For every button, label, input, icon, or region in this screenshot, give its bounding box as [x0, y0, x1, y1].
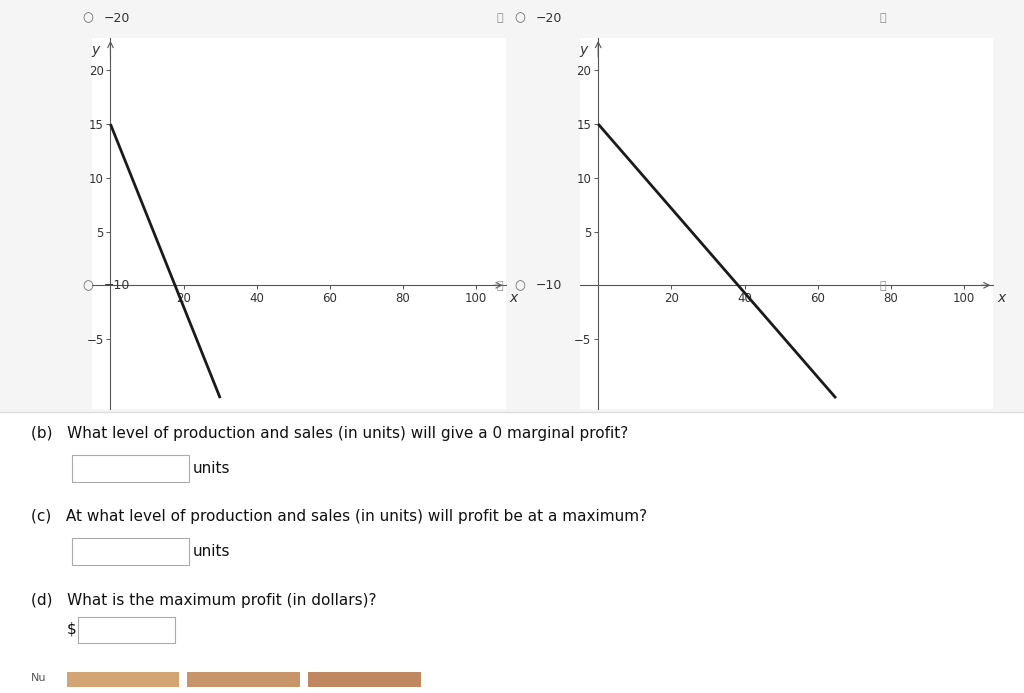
Text: −10: −10 — [103, 279, 130, 292]
Text: (b)   What level of production and sales (in units) will give a 0 marginal profi: (b) What level of production and sales (… — [31, 426, 628, 441]
Text: ⓘ: ⓘ — [497, 13, 503, 23]
Text: units: units — [193, 461, 230, 476]
Text: (d)   What is the maximum profit (in dollars)?: (d) What is the maximum profit (in dolla… — [31, 593, 376, 608]
Text: −10: −10 — [536, 279, 562, 292]
Text: −20: −20 — [536, 12, 562, 24]
Text: ⓘ: ⓘ — [880, 281, 886, 290]
Text: −20: −20 — [103, 12, 130, 24]
Text: x: x — [997, 290, 1006, 305]
Text: y: y — [91, 44, 99, 58]
Text: ○: ○ — [83, 279, 93, 292]
Text: units: units — [193, 544, 230, 559]
Text: $: $ — [67, 622, 77, 637]
Text: y: y — [579, 44, 587, 58]
Text: ⓘ: ⓘ — [880, 13, 886, 23]
Text: ○: ○ — [83, 12, 93, 24]
Text: ⓘ: ⓘ — [497, 281, 503, 290]
Text: Nu: Nu — [31, 673, 46, 683]
Text: (c)   At what level of production and sales (in units) will profit be at a maxim: (c) At what level of production and sale… — [31, 509, 647, 525]
Text: ○: ○ — [515, 279, 525, 292]
Text: ○: ○ — [515, 12, 525, 24]
Text: x: x — [509, 290, 517, 305]
